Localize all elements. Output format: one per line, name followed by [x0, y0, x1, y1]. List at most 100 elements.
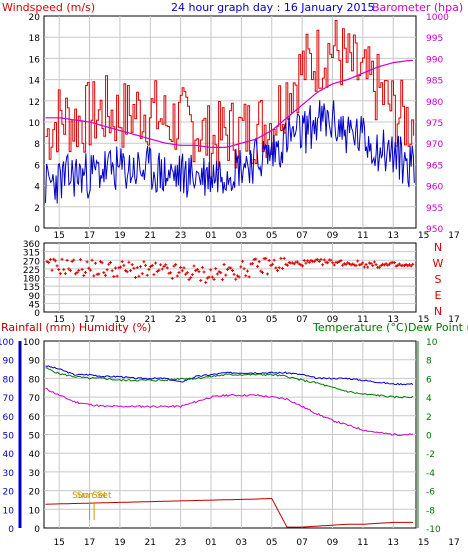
direction-point: [254, 257, 258, 261]
direction-point: [296, 260, 300, 264]
direction-point: [272, 258, 276, 262]
temperature-y-tick: 4: [426, 394, 432, 404]
wind-y-tick: 4: [34, 183, 40, 193]
direction-point: [230, 269, 234, 273]
wind-y-tick: 18: [29, 34, 41, 44]
wind-y-tick: 20: [29, 13, 41, 23]
direction-point: [189, 276, 193, 280]
direction-point: [332, 263, 336, 267]
direction-point: [377, 265, 381, 269]
direction-point: [357, 263, 361, 267]
direction-point: [190, 273, 194, 277]
direction-point: [185, 271, 189, 275]
temperature-y-tick: 0: [426, 432, 432, 442]
humidity-y-tick: 0: [34, 525, 40, 535]
x-tick-label: 01: [205, 315, 216, 325]
humidity-y-tick: 30: [29, 469, 41, 479]
x-tick-label: 15: [53, 231, 64, 241]
direction-point: [85, 260, 89, 264]
x-tick-label: 15: [418, 231, 429, 241]
direction-point: [142, 260, 146, 264]
x-tick-label: 05: [266, 315, 277, 325]
rainfall-y-tick: 70: [3, 394, 15, 404]
direction-y-tick: 135: [23, 283, 40, 293]
top-windspeed-label: Windspeed (m/s): [2, 1, 95, 14]
direction-y-tick: 0: [34, 309, 40, 319]
x-tick-label: 15: [418, 315, 429, 325]
x-tick-label: 15: [53, 315, 64, 325]
direction-point: [109, 261, 113, 265]
barometer-y-tick: 960: [426, 183, 443, 193]
compass-label: E: [435, 289, 442, 302]
direction-point: [90, 258, 94, 262]
direction-point: [197, 270, 201, 274]
direction-point: [179, 265, 183, 269]
direction-point: [322, 258, 326, 262]
direction-point: [316, 257, 320, 261]
wind-y-tick: 16: [29, 55, 41, 65]
direction-point: [162, 264, 166, 268]
x-tick-label: 07: [296, 538, 307, 548]
direction-point: [135, 266, 139, 270]
direction-point: [347, 262, 351, 266]
direction-point: [165, 266, 169, 270]
rainfall-y-tick: 30: [3, 469, 15, 479]
x-tick-label: 11: [357, 538, 368, 548]
barometer-y-tick: 955: [426, 204, 443, 214]
rainfall-humidity-label: Rainfall (mm) Humidity (%): [1, 321, 151, 334]
direction-point: [269, 263, 273, 267]
direction-point: [319, 257, 323, 261]
direction-point: [122, 263, 126, 267]
humidity-y-tick: 20: [29, 488, 41, 498]
direction-point: [174, 263, 178, 267]
wind-y-tick: 10: [29, 119, 41, 129]
direction-point: [199, 278, 203, 282]
direction-point: [103, 273, 107, 277]
x-tick-label: 01: [205, 231, 216, 241]
direction-point: [309, 258, 313, 262]
x-tick-label: 23: [175, 315, 186, 325]
direction-point: [369, 261, 373, 265]
wind-y-tick: 2: [34, 204, 40, 214]
x-tick-label: 17: [448, 315, 459, 325]
direction-point: [114, 266, 118, 270]
x-tick-label: 15: [418, 538, 429, 548]
x-tick-label: 11: [357, 315, 368, 325]
direction-point: [304, 261, 308, 265]
direction-point: [276, 269, 280, 273]
direction-point: [152, 273, 156, 277]
direction-point: [352, 263, 356, 267]
wind-direction-series: [45, 256, 415, 284]
direction-y-tick: 45: [29, 300, 40, 310]
temperature-y-tick: 2: [426, 413, 432, 423]
direction-point: [170, 276, 174, 280]
barometer-label: Barometer (hpa): [372, 1, 463, 14]
temperature-y-tick: 6: [426, 375, 432, 385]
direction-point: [52, 257, 56, 261]
direction-point: [301, 264, 305, 268]
direction-point: [281, 266, 285, 270]
x-tick-label: 09: [327, 231, 339, 241]
direction-point: [404, 263, 408, 267]
rainfall-y-tick: 20: [3, 488, 15, 498]
x-tick-label: 19: [114, 538, 126, 548]
humidity-y-tick: 50: [29, 432, 41, 442]
direction-point: [62, 268, 66, 272]
direction-point: [204, 280, 208, 284]
direction-point: [172, 264, 176, 268]
direction-point: [264, 256, 268, 260]
direction-point: [53, 259, 57, 263]
compass-label: N: [434, 305, 442, 318]
direction-point: [252, 258, 256, 262]
rainfall-y-tick: 60: [3, 413, 15, 423]
direction-point: [354, 264, 358, 268]
direction-point: [68, 268, 72, 272]
x-tick-label: 19: [114, 315, 126, 325]
barometer-y-tick: 995: [426, 34, 443, 44]
dewpoint-series: [45, 387, 413, 436]
x-tick-label: 07: [296, 315, 307, 325]
direction-point: [402, 263, 406, 267]
temperature-series: [45, 367, 414, 399]
rainfall-y-tick: 0: [8, 525, 14, 535]
direction-point: [346, 261, 350, 265]
